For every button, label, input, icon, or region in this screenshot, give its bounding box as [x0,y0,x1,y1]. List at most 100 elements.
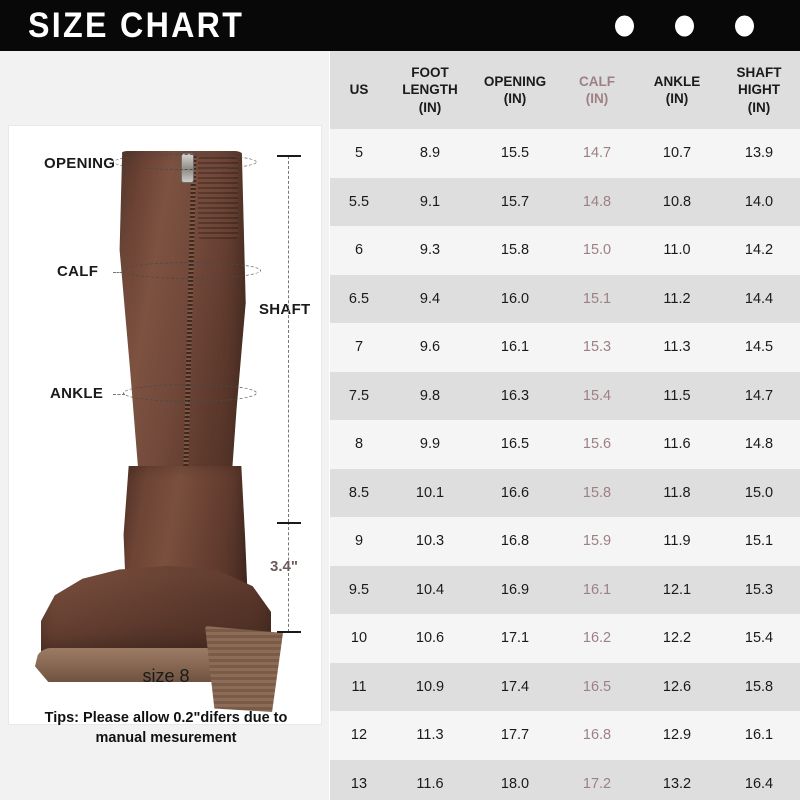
table-row: 9 10.3 16.8 15.9 11.9 15.1 [330,517,800,566]
table-cell-shaft: 14.0 [744,193,774,210]
table-cell-open: 15.7 [500,193,530,210]
table-cell-open: 16.9 [500,581,530,598]
table-cell-foot: 10.9 [415,678,445,695]
table-cell-ankle: 12.1 [662,581,692,598]
decorative-dot-icon [735,15,754,36]
table-cell-us: 5.5 [348,193,370,210]
table-cell-shaft: 15.3 [744,581,774,598]
table-cell-foot: 11.6 [416,775,444,792]
table-cell-open: 18.0 [500,775,530,792]
table-cell-ankle: 11.8 [663,484,691,501]
table-cell-foot: 9.1 [419,193,441,210]
label-shaft: SHAFT [259,301,311,318]
table-cell-calf: 15.8 [582,484,612,501]
table-row: 13 11.6 18.0 17.2 13.2 16.4 [330,759,800,800]
table-cell-calf: 15.4 [582,387,612,404]
label-ankle: ANKLE [50,385,104,402]
boot-block-heel-graphic [205,626,283,712]
table-cell-us: 9.5 [348,581,370,598]
table-cell-foot: 11.3 [416,727,444,744]
table-cell-open: 17.7 [500,727,530,744]
table-row: 8.5 10.1 16.6 15.8 11.8 15.0 [330,468,800,517]
table-cell-ankle: 13.2 [662,775,692,792]
heel-dimension-line [288,522,289,632]
table-cell-calf: 15.6 [582,436,612,453]
table-cell-open: 16.3 [500,387,530,404]
size-table-head: US FOOT LENGTH (IN) OPENING (IN) CALF (I… [330,51,800,129]
column-header-shaft-hight: SHAFT HIGHT (IN) [718,51,800,129]
table-cell-us: 6.5 [348,290,370,307]
size-table-panel: US FOOT LENGTH (IN) OPENING (IN) CALF (I… [330,51,800,800]
table-cell-calf: 14.7 [582,145,612,162]
table-cell-ankle: 12.2 [662,630,692,647]
table-cell-foot: 9.6 [419,339,441,356]
table-header-row: US FOOT LENGTH (IN) OPENING (IN) CALF (I… [330,51,800,129]
table-row: 12 11.3 17.7 16.8 12.9 16.1 [330,711,800,760]
shaft-tick-bottom [277,522,301,524]
table-cell-us: 12 [350,727,368,744]
table-cell-open: 16.1 [500,339,530,356]
table-cell-open: 16.5 [500,436,530,453]
table-cell-foot: 9.8 [419,387,441,404]
size-table-body: 5 8.9 15.5 14.7 10.7 13.9 5.5 9.1 15.7 14.8 10.8 14… [330,129,800,800]
table-cell-calf: 15.1 [582,290,612,307]
table-cell-open: 17.1 [500,630,530,647]
table-row: 10 10.6 17.1 16.2 12.2 15.4 [330,614,800,663]
table-cell-foot: 9.4 [419,290,441,307]
table-cell-ankle: 11.5 [663,387,691,404]
table-cell-calf: 16.2 [582,630,612,647]
table-cell-foot: 10.3 [415,533,445,550]
table-cell-ankle: 11.6 [663,436,691,453]
page-title: SIZE CHART [28,6,245,45]
table-cell-foot: 10.4 [415,581,445,598]
table-cell-ankle: 11.0 [663,242,691,259]
size-table: US FOOT LENGTH (IN) OPENING (IN) CALF (I… [330,51,800,800]
table-cell-open: 16.8 [500,533,530,550]
ankle-measure-ellipse [123,384,257,402]
table-cell-ankle: 10.7 [662,145,692,162]
table-row: 8 9.9 16.5 15.6 11.6 14.8 [330,420,800,469]
table-cell-shaft: 15.1 [744,533,774,550]
table-row: 6 9.3 15.8 15.0 11.0 14.2 [330,226,800,275]
table-cell-us: 5 [354,145,364,162]
table-cell-us: 8 [354,436,364,453]
table-row: 7 9.6 16.1 15.3 11.3 14.5 [330,323,800,372]
table-cell-foot: 10.6 [415,630,445,647]
table-cell-foot: 9.3 [419,242,441,259]
table-cell-us: 7 [354,339,364,356]
measurement-tips-note: Tips: Please allow 0.2"difers due to man… [44,710,288,746]
boot-illustration: OPENING CALF ANKLE SHAFT 3.4" [9,126,323,712]
decorative-dot-icon [675,15,694,36]
table-cell-us: 7.5 [348,387,370,404]
table-cell-ankle: 12.9 [662,727,692,744]
table-cell-open: 16.0 [500,290,530,307]
ankle-leader-line [113,394,125,395]
column-header-calf: CALF (IN) [558,51,636,129]
table-cell-calf: 15.0 [582,242,612,259]
table-cell-shaft: 14.8 [744,436,774,453]
sample-size-caption: size 8 [142,666,190,686]
table-cell-shaft: 15.4 [744,630,774,647]
table-cell-us: 6 [354,242,364,259]
heel-height-value: 3.4" [270,558,298,575]
table-cell-calf: 15.9 [582,533,612,550]
table-cell-open: 15.8 [500,242,530,259]
table-row: 5 8.9 15.5 14.7 10.7 13.9 [330,129,800,178]
table-cell-open: 17.4 [500,678,530,695]
boot-diagram-panel: OPENING CALF ANKLE SHAFT 3.4" size 8 Tip… [0,51,330,800]
table-cell-shaft: 15.0 [744,484,774,501]
table-row: 5.5 9.1 15.7 14.8 10.8 14.0 [330,177,800,226]
shaft-tick-top [277,155,301,157]
column-header-us: US [330,51,388,129]
page-header: SIZE CHART [0,0,800,51]
table-cell-ankle: 11.9 [663,533,691,550]
table-cell-us: 10 [350,630,368,647]
header-dot-group [615,15,754,36]
column-header-opening: OPENING (IN) [472,51,558,129]
table-cell-us: 11 [351,678,367,695]
table-cell-shaft: 13.9 [744,145,774,162]
label-opening: OPENING [44,155,116,172]
table-cell-shaft: 14.5 [744,339,774,356]
table-cell-open: 15.5 [500,145,530,162]
table-cell-calf: 16.1 [582,581,612,598]
